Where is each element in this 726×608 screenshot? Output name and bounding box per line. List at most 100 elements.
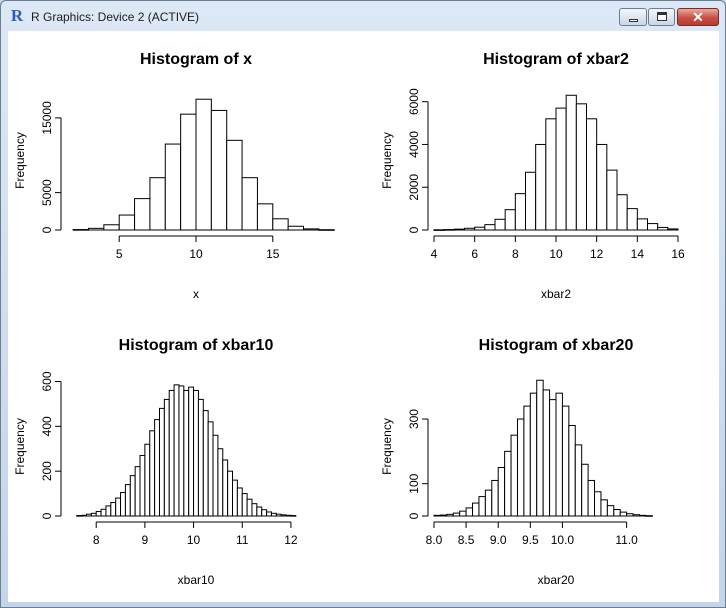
histogram-bar bbox=[574, 444, 583, 517]
histogram-bar bbox=[272, 218, 289, 231]
histogram-bar bbox=[280, 514, 287, 517]
plot-title: Histogram of x bbox=[140, 51, 252, 68]
histogram-bar bbox=[536, 379, 544, 517]
x-axis-label: xbar2 bbox=[541, 287, 571, 301]
histogram-bar bbox=[452, 512, 461, 517]
x-tick-label: 9 bbox=[142, 533, 149, 547]
histogram-bar bbox=[555, 107, 567, 231]
histogram-bar bbox=[202, 410, 209, 517]
histogram-bar bbox=[516, 418, 525, 517]
histogram-bar bbox=[88, 227, 105, 231]
histogram-bar bbox=[217, 448, 224, 517]
histogram-bar bbox=[256, 506, 263, 517]
histogram-bar bbox=[261, 509, 268, 517]
histogram-bar bbox=[626, 513, 634, 517]
histogram-bar bbox=[600, 499, 608, 517]
histogram-bar bbox=[586, 118, 598, 231]
x-tick-label: 14 bbox=[631, 247, 645, 261]
y-tick-label: 6000 bbox=[407, 88, 421, 115]
histogram-bar bbox=[632, 514, 640, 517]
histogram-bar bbox=[587, 479, 596, 517]
histogram-bar bbox=[226, 139, 243, 231]
histogram-bar bbox=[529, 392, 538, 517]
histogram-bar bbox=[85, 513, 92, 517]
histogram-bar bbox=[525, 171, 537, 231]
histogram-bar bbox=[76, 515, 83, 517]
maximize-icon bbox=[649, 9, 674, 25]
histogram-bar bbox=[439, 514, 448, 517]
histogram-bar bbox=[647, 223, 659, 231]
histogram-bar bbox=[484, 489, 493, 517]
plot-title: Histogram of xbar20 bbox=[479, 337, 634, 354]
histogram-bar bbox=[453, 228, 466, 231]
histogram-bar bbox=[596, 143, 608, 231]
histogram-bar bbox=[193, 389, 199, 517]
histogram-bar bbox=[581, 463, 589, 517]
histogram-bar bbox=[494, 218, 506, 231]
maximize-button[interactable] bbox=[648, 8, 675, 26]
y-axis-label: Frequency bbox=[13, 132, 27, 189]
histogram-bar bbox=[222, 459, 229, 517]
histogram-bar bbox=[158, 407, 165, 517]
y-tick-label: 300 bbox=[407, 409, 421, 429]
close-button[interactable]: ✕ bbox=[677, 8, 719, 26]
histogram-bar bbox=[619, 511, 628, 517]
minimize-button[interactable] bbox=[619, 8, 647, 26]
x-tick-label: 8.0 bbox=[426, 533, 443, 547]
histogram-bar bbox=[149, 430, 156, 517]
histogram-bar bbox=[568, 424, 576, 517]
histogram-bar bbox=[164, 143, 182, 231]
y-tick-label: 0 bbox=[40, 512, 54, 519]
histogram-bar bbox=[613, 509, 621, 517]
x-tick-label: 9.0 bbox=[490, 533, 507, 547]
window-title: R Graphics: Device 2 (ACTIVE) bbox=[31, 10, 200, 24]
histogram-bar bbox=[472, 502, 480, 517]
histogram-bar bbox=[139, 454, 146, 517]
histogram-bar bbox=[183, 389, 190, 517]
histogram-bar bbox=[115, 497, 122, 517]
histogram-bar bbox=[188, 386, 195, 517]
histogram-bar bbox=[129, 475, 136, 517]
histogram-bar bbox=[290, 515, 297, 517]
histogram-bar bbox=[464, 227, 476, 231]
histogram-bar bbox=[443, 229, 455, 231]
y-tick-label: 0 bbox=[40, 226, 54, 233]
histogram-bar bbox=[105, 505, 112, 517]
histogram-bar bbox=[523, 405, 531, 517]
histogram-bar bbox=[120, 491, 126, 517]
histogram-bar bbox=[510, 434, 518, 517]
title-bar[interactable]: R R Graphics: Device 2 (ACTIVE) ✕ bbox=[1, 1, 725, 31]
histogram-bar bbox=[134, 198, 151, 231]
minimize-icon bbox=[620, 9, 646, 25]
histogram-bar bbox=[616, 194, 628, 231]
x-tick-label: 11 bbox=[236, 533, 249, 547]
histogram-bar bbox=[535, 143, 547, 231]
histogram-bar bbox=[173, 384, 180, 517]
histogram-bar bbox=[207, 421, 214, 517]
x-tick-label: 10 bbox=[189, 247, 203, 261]
histogram-bar bbox=[124, 484, 131, 517]
y-tick-label: 600 bbox=[40, 371, 54, 391]
r-logo-icon: R bbox=[10, 6, 24, 25]
histogram-bar bbox=[266, 511, 272, 517]
histogram-bar bbox=[72, 229, 90, 231]
plot-canvas: Histogram of x 5 10 15 x 0 5000 15000 Frequency H… bbox=[8, 31, 719, 602]
x-tick-label: 10 bbox=[549, 247, 563, 261]
x-tick-label: 10 bbox=[187, 533, 201, 547]
histogram-bar bbox=[285, 514, 292, 517]
histogram-bar bbox=[594, 491, 602, 517]
x-axis-label: xbar20 bbox=[538, 573, 575, 587]
y-tick-label: 4000 bbox=[407, 131, 421, 158]
x-tick-label: 11.0 bbox=[615, 533, 638, 547]
histogram-bar bbox=[575, 103, 587, 231]
histogram-bar bbox=[657, 226, 669, 231]
histogram-bar bbox=[606, 505, 615, 517]
histogram-panels: Histogram of x 5 10 15 x 0 5000 15000 Frequency H… bbox=[13, 51, 685, 587]
histogram-bar bbox=[134, 466, 141, 517]
histogram-bar bbox=[474, 226, 486, 231]
histogram-bar bbox=[542, 389, 551, 517]
y-tick-label: 400 bbox=[40, 416, 54, 436]
histogram-bar bbox=[478, 496, 486, 517]
close-icon: ✕ bbox=[692, 9, 704, 25]
histogram-bar bbox=[504, 450, 512, 517]
